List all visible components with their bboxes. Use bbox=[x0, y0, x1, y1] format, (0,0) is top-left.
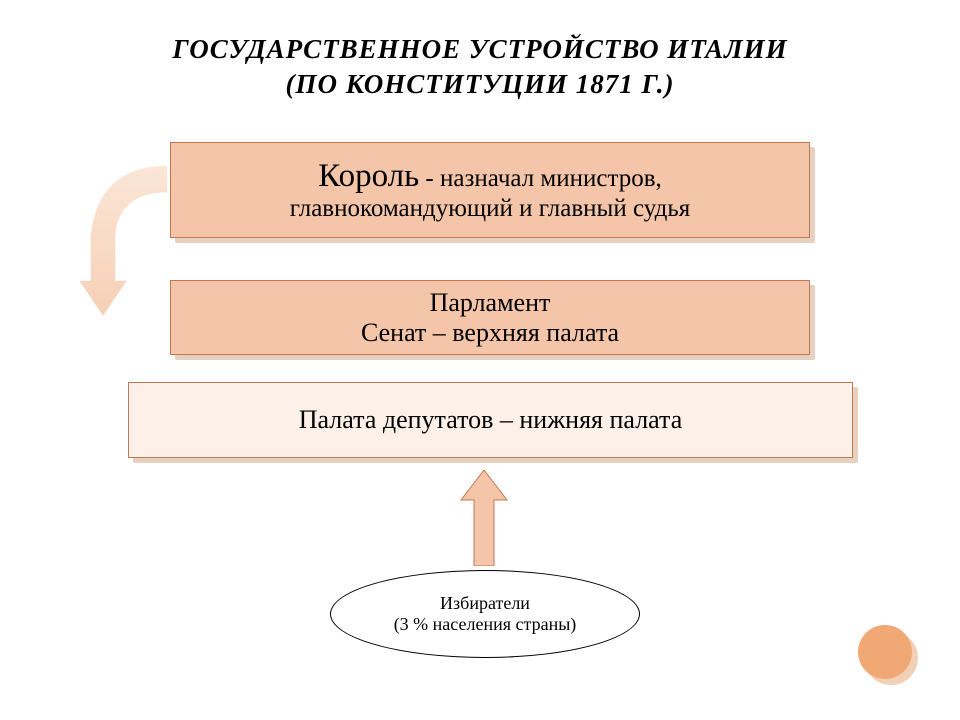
parliament-line2: Сенат – верхняя палата bbox=[361, 318, 619, 348]
up-arrow bbox=[457, 470, 511, 566]
king-main: Король bbox=[318, 158, 419, 194]
slide-title: ГОСУДАРСТВЕННОЕ УСТРОЙСТВО ИТАЛИИ (ПО КО… bbox=[0, 0, 960, 102]
title-line2: (ПО КОНСТИТУЦИИ 1871 Г.) bbox=[0, 67, 960, 102]
parliament-box: Парламент Сенат – верхняя палата bbox=[170, 280, 810, 355]
voters-line1: Избиратели bbox=[440, 593, 530, 614]
voters-line2: (3 % населения страны) bbox=[394, 614, 577, 635]
parliament-line1: Парламент bbox=[430, 288, 551, 318]
king-sub: - назначал министров, bbox=[419, 165, 662, 192]
king-line2: главнокомандующий и главный судья bbox=[290, 195, 691, 223]
king-line1: Король - назначал министров, bbox=[318, 158, 662, 195]
decor-circle bbox=[858, 625, 912, 679]
deputies-line1: Палата депутатов – нижняя палата bbox=[299, 405, 683, 435]
title-line1: ГОСУДАРСТВЕННОЕ УСТРОЙСТВО ИТАЛИИ bbox=[0, 32, 960, 67]
king-box: Король - назначал министров, главнокоман… bbox=[170, 142, 810, 238]
voters-ellipse: Избиратели (3 % населения страны) bbox=[330, 570, 640, 658]
deputies-box: Палата депутатов – нижняя палата bbox=[128, 382, 853, 458]
